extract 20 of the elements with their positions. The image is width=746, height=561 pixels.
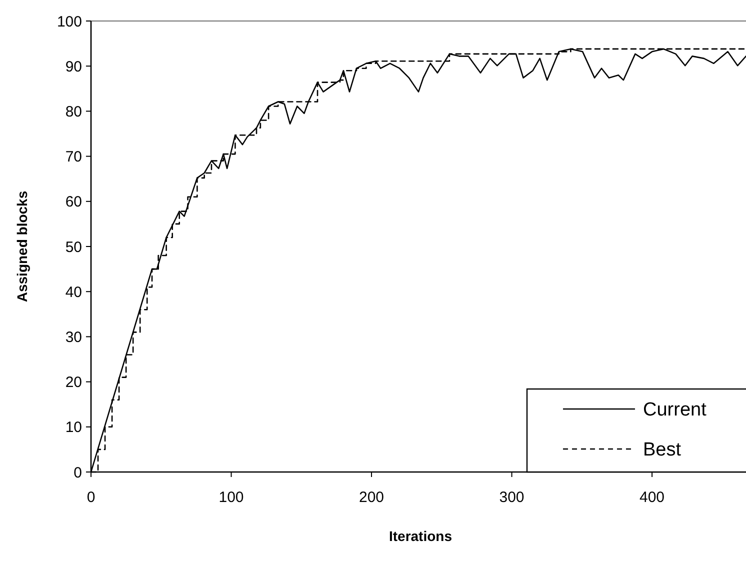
y-tick-label: 100 — [56, 13, 82, 30]
x-tick-label: 0 — [86, 489, 96, 506]
x-tick-label: 400 — [640, 489, 665, 506]
y-axis-title: Assigned blocks — [14, 190, 30, 302]
legend-label: Current — [643, 400, 708, 421]
y-tick-label: 90 — [65, 58, 82, 76]
y-tick-label: 10 — [65, 419, 82, 436]
y-tick-label: 70 — [65, 148, 82, 166]
y-tick-label: 80 — [65, 103, 82, 120]
y-tick-label: 60 — [65, 194, 82, 211]
legend-label: Best — [643, 440, 682, 461]
x-axis-title: Iterations — [388, 528, 452, 544]
y-tick-label: 30 — [65, 328, 82, 346]
x-tick-label: 300 — [499, 489, 524, 506]
x-tick-label: 100 — [218, 489, 244, 506]
y-tick-label: 0 — [74, 464, 82, 482]
y-tick-label: 50 — [65, 238, 82, 256]
x-tick-label: 200 — [359, 489, 384, 506]
y-tick-label: 40 — [65, 284, 82, 301]
y-tick-label: 20 — [65, 374, 82, 392]
